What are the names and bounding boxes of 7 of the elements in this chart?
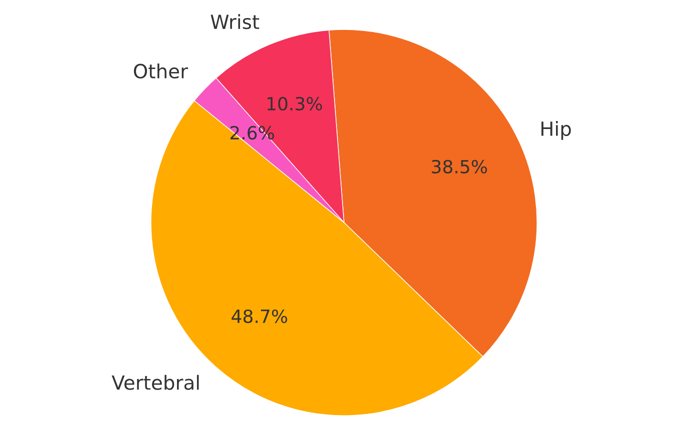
slice-label: Hip (541, 121, 571, 140)
data-label: 38.5% (432, 160, 487, 174)
data-label: 10.3% (268, 96, 322, 111)
slice-label: Other (134, 63, 188, 79)
slice-label: Vertebral (112, 374, 199, 390)
data-label: 48.7% (232, 309, 288, 324)
slice-label: Wrist (210, 14, 260, 30)
